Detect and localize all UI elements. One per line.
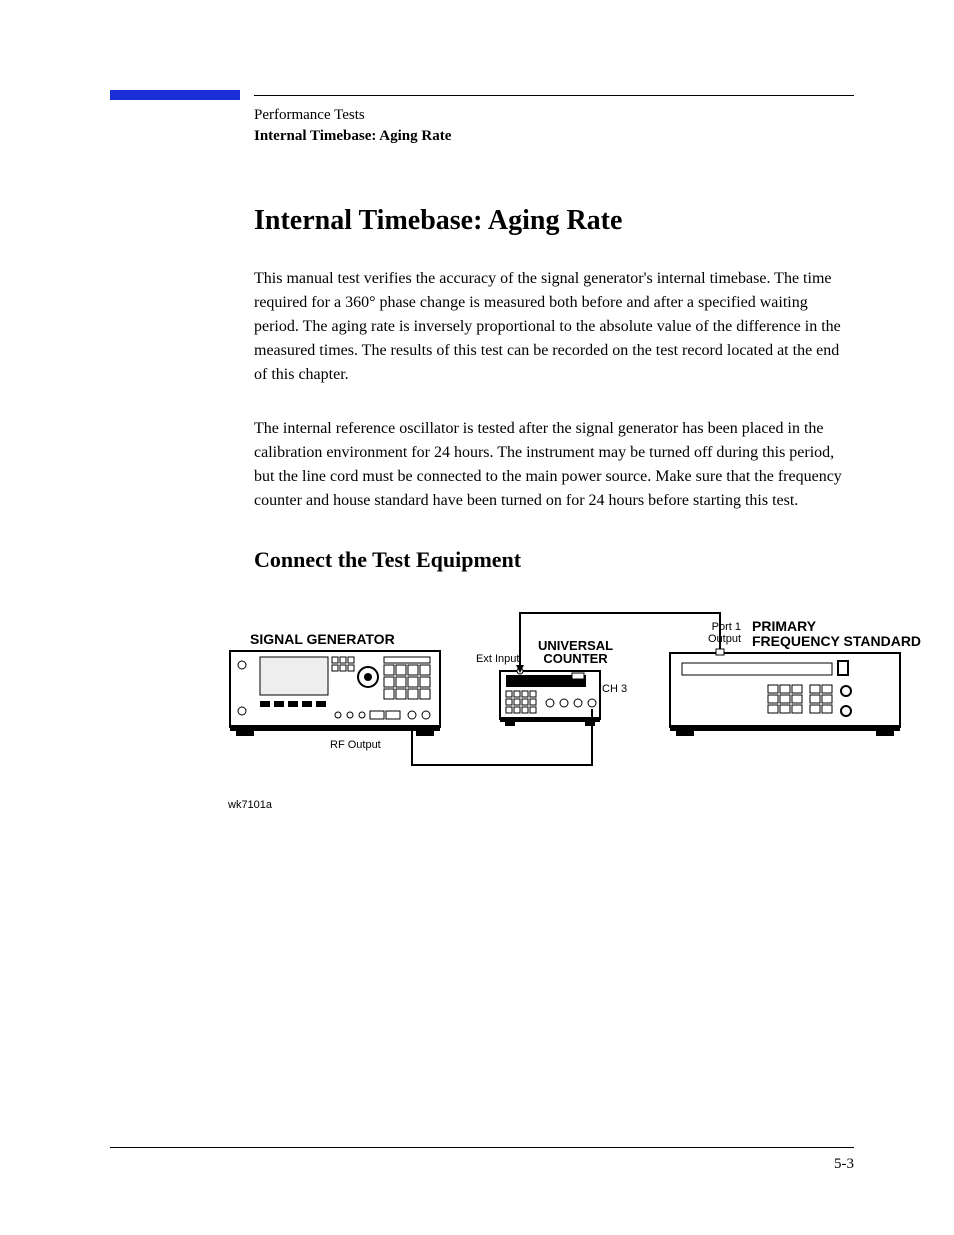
freqstd-line1: PRIMARY: [752, 619, 921, 634]
page-title: Internal Timebase: Aging Rate: [254, 205, 854, 237]
signal-generator-label: SIGNAL GENERATOR: [250, 631, 395, 647]
footer-rule: [110, 1147, 854, 1148]
equipment-heading: Connect the Test Equipment: [254, 547, 854, 573]
rf-output-label: RF Output: [330, 739, 381, 751]
frequency-standard-label: PRIMARY FREQUENCY STANDARD: [752, 619, 921, 650]
notice-paragraph: The internal reference oscillator is tes…: [254, 417, 854, 513]
page-footer: 5-3: [110, 1147, 854, 1173]
counter-label-line: UNIVERSALCOUNTER: [538, 639, 613, 665]
connection-diagram: SIGNAL GENERATOR RF Output Ext Input UNI…: [220, 593, 940, 823]
universal-counter-icon: [500, 668, 600, 726]
breadcrumb: Performance Tests: [254, 106, 854, 126]
header-row: [110, 90, 854, 100]
universal-counter-label: UNIVERSALCOUNTER: [538, 639, 613, 665]
diagram-reference-code: wk7101a: [228, 799, 272, 811]
header-rule: [254, 95, 854, 96]
freqstd-line2: FREQUENCY STANDARD: [752, 634, 921, 649]
signal-generator-icon: [230, 651, 440, 736]
page-number: 5-3: [834, 1156, 854, 1173]
port1-line2: Output: [708, 633, 741, 645]
port1-label: Port 1 Output: [708, 621, 741, 645]
header-accent-bar: [110, 90, 240, 100]
section-title: Internal Timebase: Aging Rate: [254, 128, 854, 145]
frequency-standard-icon: [670, 653, 900, 736]
page-container: Performance Tests Internal Timebase: Agi…: [0, 0, 954, 1235]
ch3-label: CH 3: [602, 683, 627, 695]
port1-line1: Port 1: [708, 621, 741, 633]
ext-input-label: Ext Input: [476, 653, 519, 665]
intro-paragraph: This manual test verifies the accuracy o…: [254, 267, 854, 387]
